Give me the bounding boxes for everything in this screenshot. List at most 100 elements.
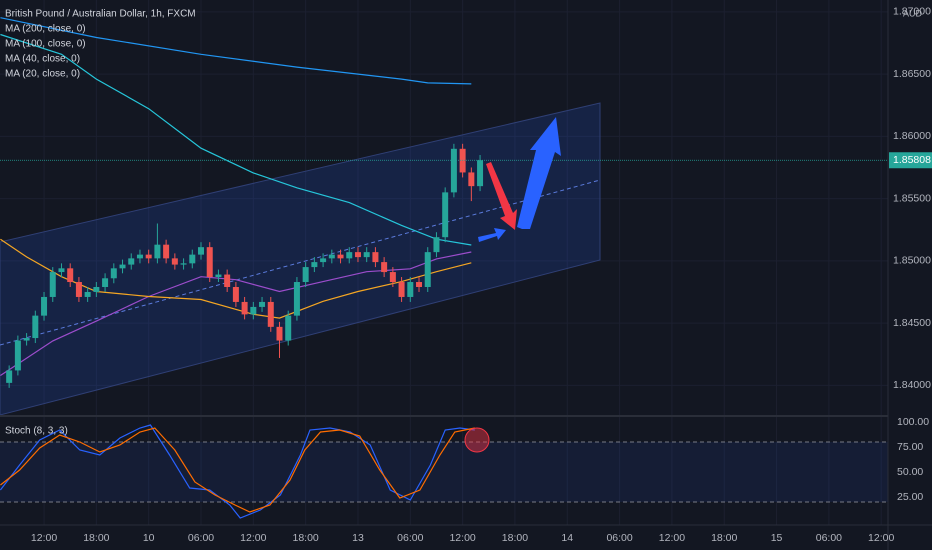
- axes: 1.87000 1.86500 1.86000 1.85500 1.85000 1.845…: [31, 6, 932, 544]
- candle-body: [276, 326, 283, 341]
- stoch-tick-label: 50.00: [897, 466, 923, 478]
- candle-body: [407, 282, 414, 297]
- stoch-tick-label: 25.00: [897, 491, 923, 503]
- x-tick-label: 12:00: [449, 532, 475, 544]
- candle-body: [285, 315, 292, 341]
- arrow-up: [517, 117, 561, 229]
- candle-body: [119, 264, 126, 269]
- candle-body: [136, 254, 143, 259]
- candle-body: [189, 254, 196, 264]
- regression-channel: [0, 102, 601, 416]
- candle-body: [84, 291, 91, 297]
- candle-body: [459, 148, 466, 173]
- candle-body: [424, 252, 431, 288]
- legend-title: British Pound / Australian Dollar, 1h, F…: [5, 9, 196, 20]
- candle-body: [110, 268, 117, 279]
- stoch-line: [0, 427, 475, 513]
- x-tick-label: 18:00: [502, 532, 528, 544]
- candle-body: [363, 252, 370, 258]
- x-tick-label: 15: [771, 532, 783, 544]
- candle-body: [433, 237, 440, 253]
- candle-body: [381, 262, 388, 273]
- candle-body: [311, 262, 318, 268]
- stoch-tick-label: 75.00: [897, 441, 923, 453]
- y-tick-label: 1.85500: [893, 192, 931, 204]
- x-tick-label: 12:00: [31, 532, 57, 544]
- candle-body: [267, 301, 274, 327]
- x-tick-label: 13: [352, 532, 364, 544]
- candle-body: [372, 252, 379, 263]
- y-tick-label: 1.85000: [893, 255, 931, 267]
- x-tick-label: 06:00: [397, 532, 423, 544]
- legend-entry: MA (200, close, 0): [5, 24, 86, 35]
- candle-body: [215, 274, 222, 278]
- candle-body: [468, 172, 475, 187]
- x-tick-label: 06:00: [188, 532, 214, 544]
- x-tick-label: 12:00: [240, 532, 266, 544]
- candle-body: [398, 282, 405, 297]
- legend-entry: MA (40, close, 0): [5, 54, 80, 65]
- currency-label: AUD: [903, 8, 923, 18]
- candle-body: [198, 247, 205, 255]
- x-tick-label: 18:00: [83, 532, 109, 544]
- candle-body: [163, 244, 170, 259]
- last-price-box: [889, 152, 932, 169]
- y-tick-label: 1.86000: [893, 130, 931, 142]
- x-tick-label: 18:00: [711, 532, 737, 544]
- last-price-label: 1.85808: [893, 154, 931, 166]
- candle-body: [180, 263, 187, 265]
- candle-body: [102, 278, 109, 288]
- x-tick-label: 06:00: [606, 532, 632, 544]
- candle-body: [145, 254, 152, 259]
- candle-body: [32, 315, 39, 339]
- candle-body: [442, 192, 449, 238]
- y-tick-label: 1.84000: [893, 379, 931, 391]
- candle-body: [171, 258, 178, 265]
- candle-body: [128, 258, 135, 265]
- x-tick-label: 14: [561, 532, 573, 544]
- ma-line: [0, 17, 472, 85]
- highlight-circle: [464, 427, 490, 453]
- ma-line: [0, 251, 472, 377]
- candle-body: [49, 272, 56, 297]
- candle-body: [450, 148, 457, 193]
- candle-body: [6, 370, 13, 383]
- candle-body: [58, 268, 65, 273]
- arrow-small: [478, 228, 506, 242]
- candle-body: [206, 247, 213, 278]
- legend-entry: MA (20, close, 0): [5, 69, 80, 80]
- candle-body: [259, 301, 266, 307]
- y-tick-label: 1.86500: [893, 68, 931, 80]
- arrow-down: [486, 162, 517, 230]
- candle-body: [241, 301, 248, 315]
- x-tick-label: 12:00: [659, 532, 685, 544]
- stoch-label: Stoch (8, 3, 3): [5, 426, 68, 437]
- candle-body: [354, 252, 361, 258]
- y-tick-label: 1.84500: [893, 317, 931, 329]
- candle-body: [67, 268, 74, 283]
- candle-body: [14, 340, 21, 371]
- candle-body: [302, 267, 309, 283]
- candle-body: [41, 296, 48, 316]
- legend-entry: MA (100, close, 0): [5, 39, 86, 50]
- candle-body: [75, 282, 82, 297]
- x-tick-label: 18:00: [293, 532, 319, 544]
- candle-body: [337, 254, 344, 259]
- stoch-tick-label: 100.00: [897, 416, 929, 428]
- candle-body: [389, 272, 396, 283]
- candle-body: [320, 258, 327, 263]
- x-tick-label: 10: [143, 532, 155, 544]
- candle-body: [23, 338, 30, 341]
- plot: [0, 17, 888, 519]
- candle-body: [416, 282, 423, 288]
- x-tick-label: 06:00: [816, 532, 842, 544]
- ma-line: [0, 33, 472, 246]
- candle-body: [250, 306, 257, 315]
- candle-body: [232, 287, 239, 302]
- candle-body: [293, 282, 300, 316]
- candle-body: [154, 244, 161, 259]
- candle-body: [224, 274, 231, 288]
- x-tick-label: 12:00: [868, 532, 894, 544]
- candle-body: [477, 160, 484, 187]
